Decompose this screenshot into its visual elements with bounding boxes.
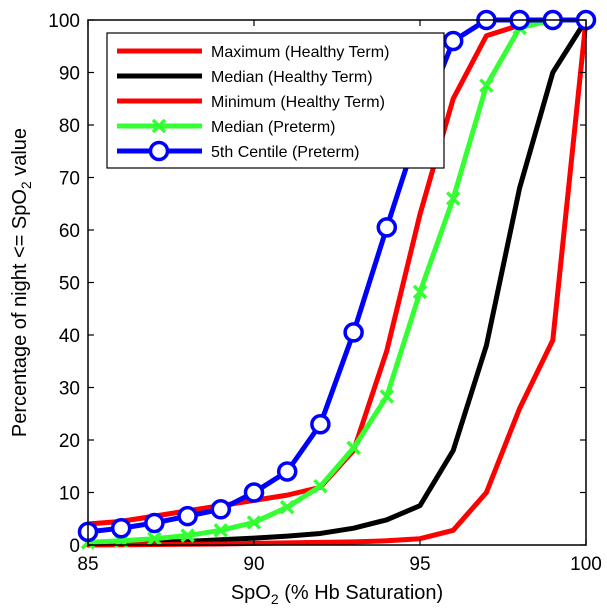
- x-axis-label-main: SpO: [231, 582, 271, 604]
- data-point-x-marker: [147, 531, 162, 546]
- legend-circle-marker: [148, 140, 170, 162]
- x-marker-stroke: [279, 499, 295, 515]
- legend-item-maximum-healthy-term: Maximum (Healthy Term): [117, 44, 389, 61]
- legend-label: Median (Healthy Term): [211, 69, 373, 86]
- x-tick-label: 85: [77, 554, 98, 575]
- x-marker-stroke: [313, 478, 328, 494]
- y-tick-label: 60: [59, 221, 80, 242]
- y-axis-label-suffix: value: [9, 128, 31, 181]
- x-axis-label: SpO2 (% Hb Saturation): [231, 582, 443, 607]
- series-line-median-preterm: [85, 17, 589, 545]
- data-point-circle-marker: [310, 414, 331, 435]
- data-point-circle-marker: [376, 217, 398, 238]
- y-tick-label: 100: [48, 11, 80, 32]
- legend-label: Minimum (Healthy Term): [211, 94, 385, 111]
- data-point-x-marker: [213, 523, 229, 538]
- data-point-x-marker: [379, 389, 395, 404]
- legend-item-5th-centile-preterm: 5th Centile (Preterm): [117, 140, 360, 162]
- x-marker-stroke: [213, 523, 229, 538]
- x-marker-stroke: [445, 191, 461, 206]
- data-point-circle-marker: [442, 30, 464, 52]
- y-axis-label-main: Percentage of night <= SpO: [9, 189, 31, 437]
- legend-label: Maximum (Healthy Term): [211, 44, 389, 61]
- y-tick-label: 10: [59, 484, 80, 505]
- x-marker-stroke: [379, 389, 395, 404]
- x-marker-stroke: [147, 531, 162, 546]
- legend-item-median-preterm: Median (Preterm): [117, 118, 335, 136]
- legend-x-marker: [151, 118, 167, 134]
- data-point-x-marker: [445, 191, 461, 206]
- data-point-x-marker: [346, 440, 361, 456]
- x-axis-label-suffix: (% Hb Saturation): [279, 582, 444, 604]
- y-tick-label: 70: [59, 169, 80, 190]
- data-point-circle-marker: [276, 461, 298, 482]
- x-tick-label: 100: [570, 554, 602, 575]
- legend-item-median-healthy-term: Median (Healthy Term): [117, 69, 373, 86]
- data-point-circle-marker: [177, 505, 198, 527]
- ticks-layer: 0 10 20 30 40 50 60 70 80 90 100 85 90 95 100: [48, 11, 602, 575]
- data-point-x-marker: [180, 528, 195, 543]
- y-axis-label-subscript: 2: [18, 181, 34, 189]
- data-point-circle-marker: [343, 322, 364, 343]
- data-point-x-marker: [279, 499, 295, 515]
- y-tick-label: 20: [59, 431, 80, 452]
- data-point-circle-marker: [210, 499, 232, 520]
- x-marker-stroke: [412, 284, 428, 300]
- x-tick-label: 90: [243, 554, 264, 575]
- y-tick-label: 90: [59, 64, 80, 85]
- x-marker-stroke: [246, 515, 262, 530]
- axis-labels: SpO2 (% Hb Saturation) Percentage of nig…: [9, 128, 443, 607]
- y-tick-label: 30: [59, 379, 80, 400]
- x-axis-label-subscript: 2: [271, 591, 279, 607]
- x-marker-stroke: [346, 440, 361, 456]
- x-tick-label: 95: [409, 554, 430, 575]
- data-point-x-marker: [246, 515, 262, 530]
- data-point-x-marker: [313, 478, 328, 494]
- legend: Maximum (Healthy Term) Median (Healthy Te…: [106, 32, 445, 169]
- y-tick-label: 80: [59, 116, 80, 137]
- data-point-circle-marker: [110, 517, 132, 539]
- x-marker-stroke: [479, 78, 494, 93]
- data-point-circle-marker: [243, 482, 265, 503]
- y-axis-label: Percentage of night <= SpO2 value: [9, 128, 34, 437]
- y-tick-label: 50: [59, 274, 80, 295]
- legend-label: Median (Preterm): [211, 119, 335, 136]
- legend-item-minimum-healthy-term: Minimum (Healthy Term): [117, 94, 385, 111]
- data-point-x-marker: [479, 78, 494, 93]
- y-tick-label: 0: [69, 536, 80, 557]
- data-point-x-marker: [412, 284, 428, 300]
- x-marker-stroke: [180, 528, 195, 543]
- data-point-circle-marker: [144, 512, 165, 534]
- legend-label: 5th Centile (Preterm): [211, 144, 360, 161]
- y-tick-label: 40: [59, 326, 80, 347]
